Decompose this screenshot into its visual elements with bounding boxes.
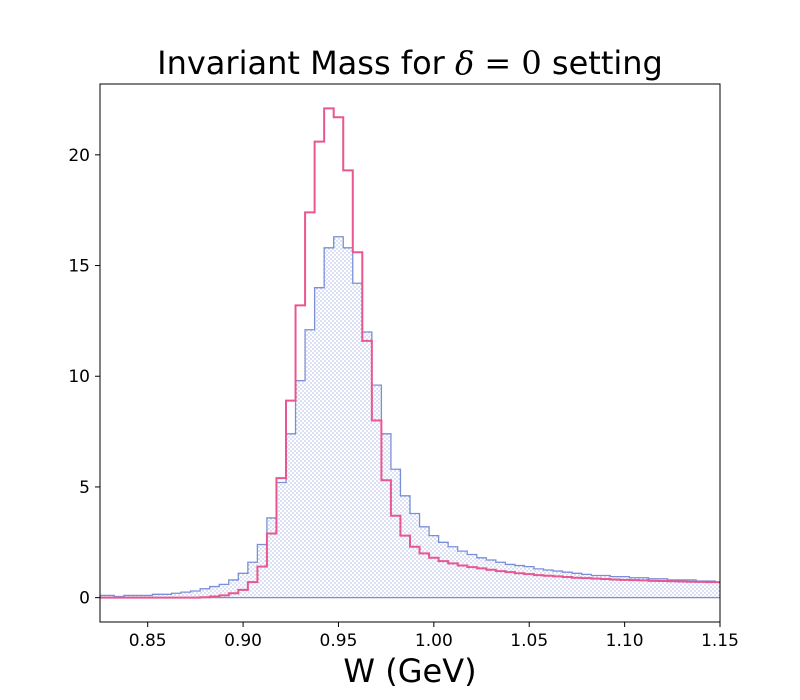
x-tick-label: 0.85 [129,631,167,651]
x-axis: 0.85 0.90 0.95 1.00 1.05 1.10 1.15 [129,622,739,651]
y-tick-label: 20 [68,146,90,166]
chart-title-prefix: Invariant Mass for [157,44,455,82]
x-axis-label: W (GeV) [343,652,476,690]
y-axis: 0 5 10 15 20 [68,146,100,609]
x-tick-label: 1.15 [701,631,739,651]
y-tick-label: 15 [68,257,90,277]
y-tick-label: 10 [68,367,90,387]
y-tick-label: 5 [79,478,90,498]
x-tick-label: 0.90 [224,631,262,651]
filled-histogram [100,236,720,599]
x-tick-label: 1.10 [606,631,644,651]
chart-title-symbol: δ [455,44,474,82]
chart-title-equals: = 0 [474,44,542,82]
x-tick-label: 1.00 [415,631,453,651]
y-tick-label: 0 [79,589,90,609]
plot-area [100,107,720,599]
chart-title: Invariant Mass for δ = 0 setting [157,44,663,82]
chart-title-suffix: setting [542,44,663,82]
plot-frame [99,83,721,623]
x-tick-label: 1.05 [510,631,548,651]
line-histogram [100,107,720,599]
x-tick-label: 0.95 [320,631,358,651]
